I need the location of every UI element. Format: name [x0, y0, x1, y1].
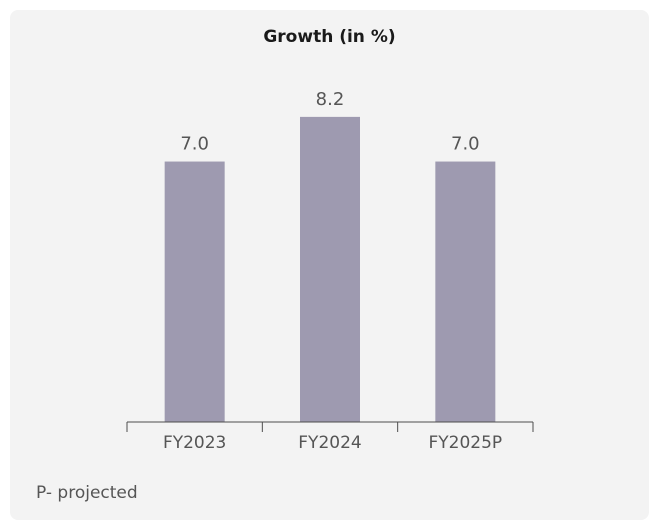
x-tick-label-fy2024: FY2024	[298, 433, 361, 453]
bar-fy2025p	[435, 161, 496, 422]
x-tick-label-fy2023: FY2023	[163, 433, 226, 453]
chart-card: Growth (in %) 7.0 FY2023 8.2 FY2024 7.0 FY202…	[10, 10, 649, 520]
x-tick-label-fy2025p: FY2025P	[428, 433, 502, 453]
bar-fy2024	[300, 116, 360, 422]
footnote: P- projected	[36, 483, 138, 503]
data-label-fy2023: 7.0	[180, 134, 209, 155]
chart-title: Growth (in %)	[263, 27, 396, 47]
data-label-fy2025p: 7.0	[451, 134, 480, 155]
bar-fy2023	[164, 161, 225, 422]
bar-chart: 7.0 FY2023 8.2 FY2024 7.0 FY2025P	[126, 89, 534, 453]
data-label-fy2024: 8.2	[316, 89, 345, 110]
